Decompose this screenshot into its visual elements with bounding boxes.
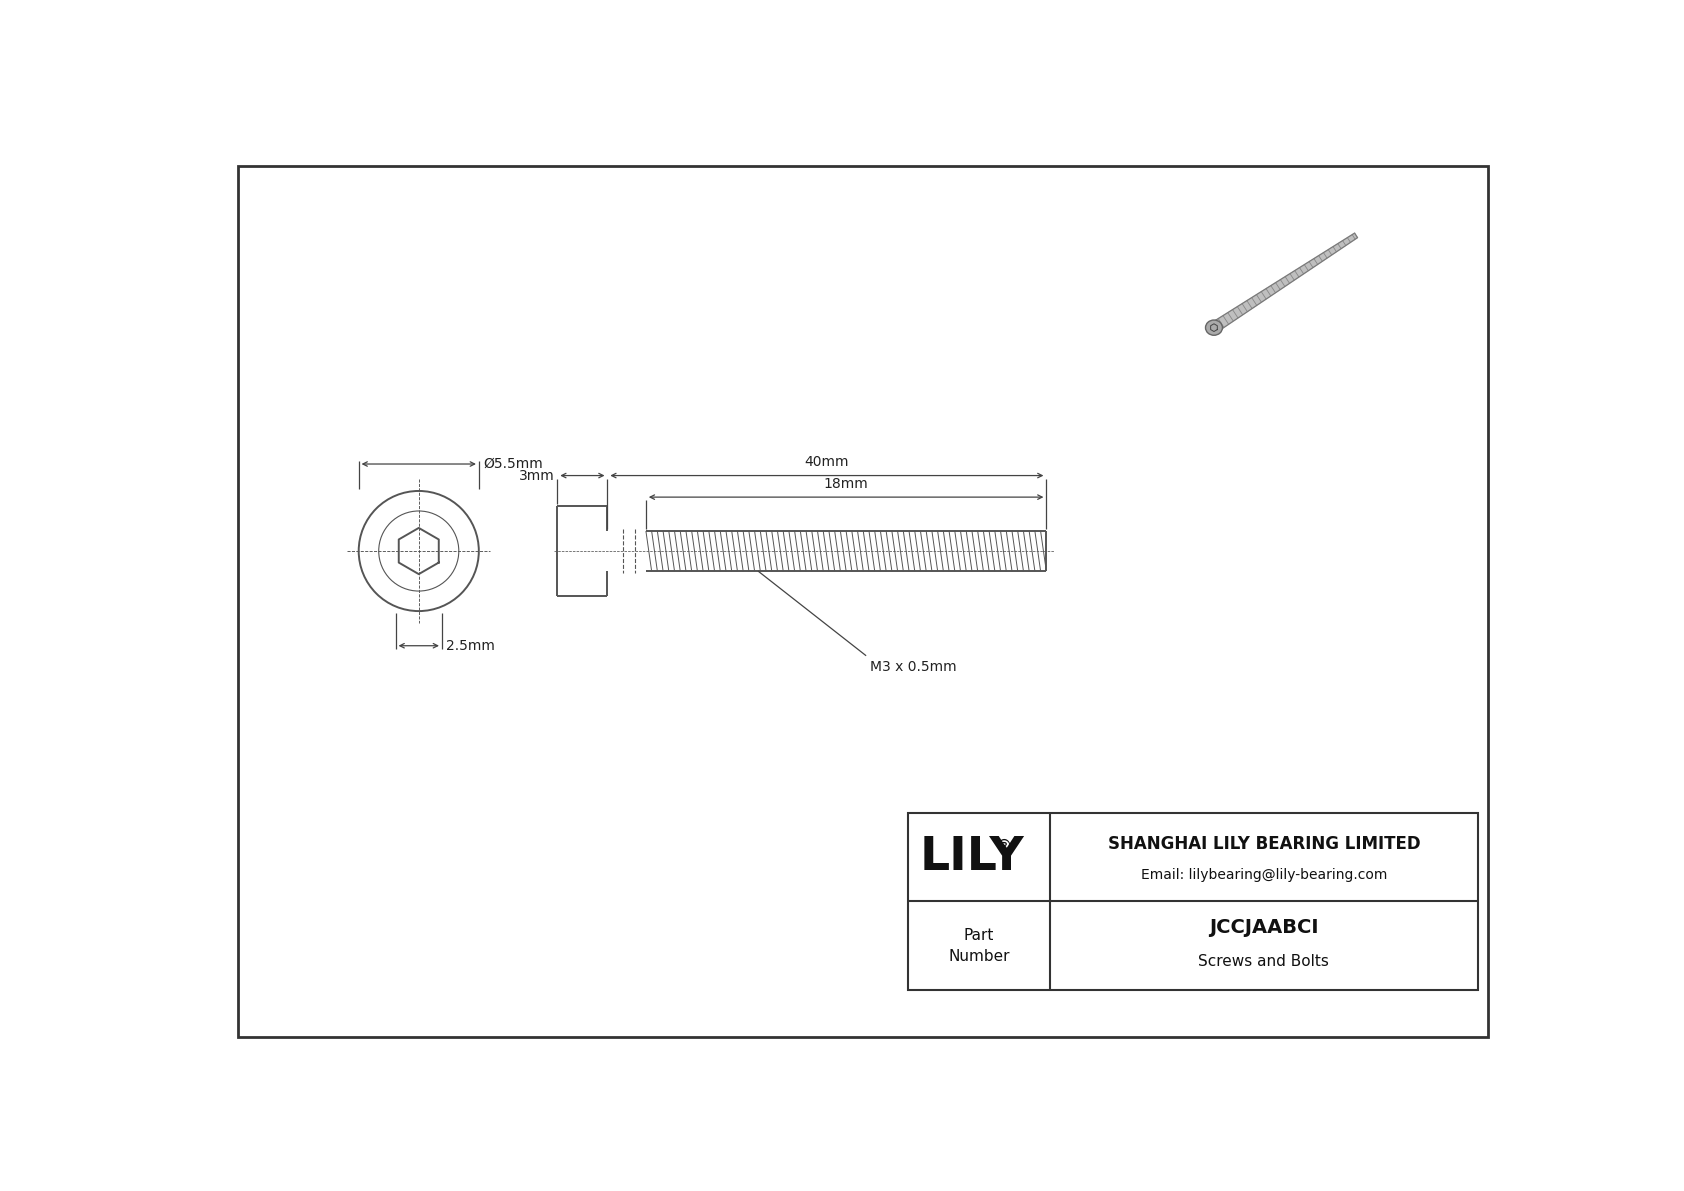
Text: 2.5mm: 2.5mm [446, 638, 495, 653]
Text: 3mm: 3mm [519, 468, 554, 482]
Bar [908, 812, 1477, 990]
Polygon shape [1211, 233, 1357, 332]
Ellipse shape [1206, 320, 1223, 336]
Text: 18mm: 18mm [823, 476, 869, 491]
Text: JCCJAABCI: JCCJAABCI [1209, 918, 1319, 937]
Text: Screws and Bolts: Screws and Bolts [1199, 954, 1329, 969]
Text: M3 x 0.5mm: M3 x 0.5mm [871, 660, 957, 674]
Text: Part
Number: Part Number [948, 928, 1010, 964]
Text: LILY: LILY [919, 835, 1024, 880]
Text: ®: ® [995, 837, 1012, 855]
Text: 40mm: 40mm [805, 455, 849, 469]
Text: Email: lilybearing@lily-bearing.com: Email: lilybearing@lily-bearing.com [1140, 868, 1388, 881]
Text: SHANGHAI LILY BEARING LIMITED: SHANGHAI LILY BEARING LIMITED [1108, 835, 1420, 853]
Text: Ø5.5mm: Ø5.5mm [483, 457, 544, 470]
